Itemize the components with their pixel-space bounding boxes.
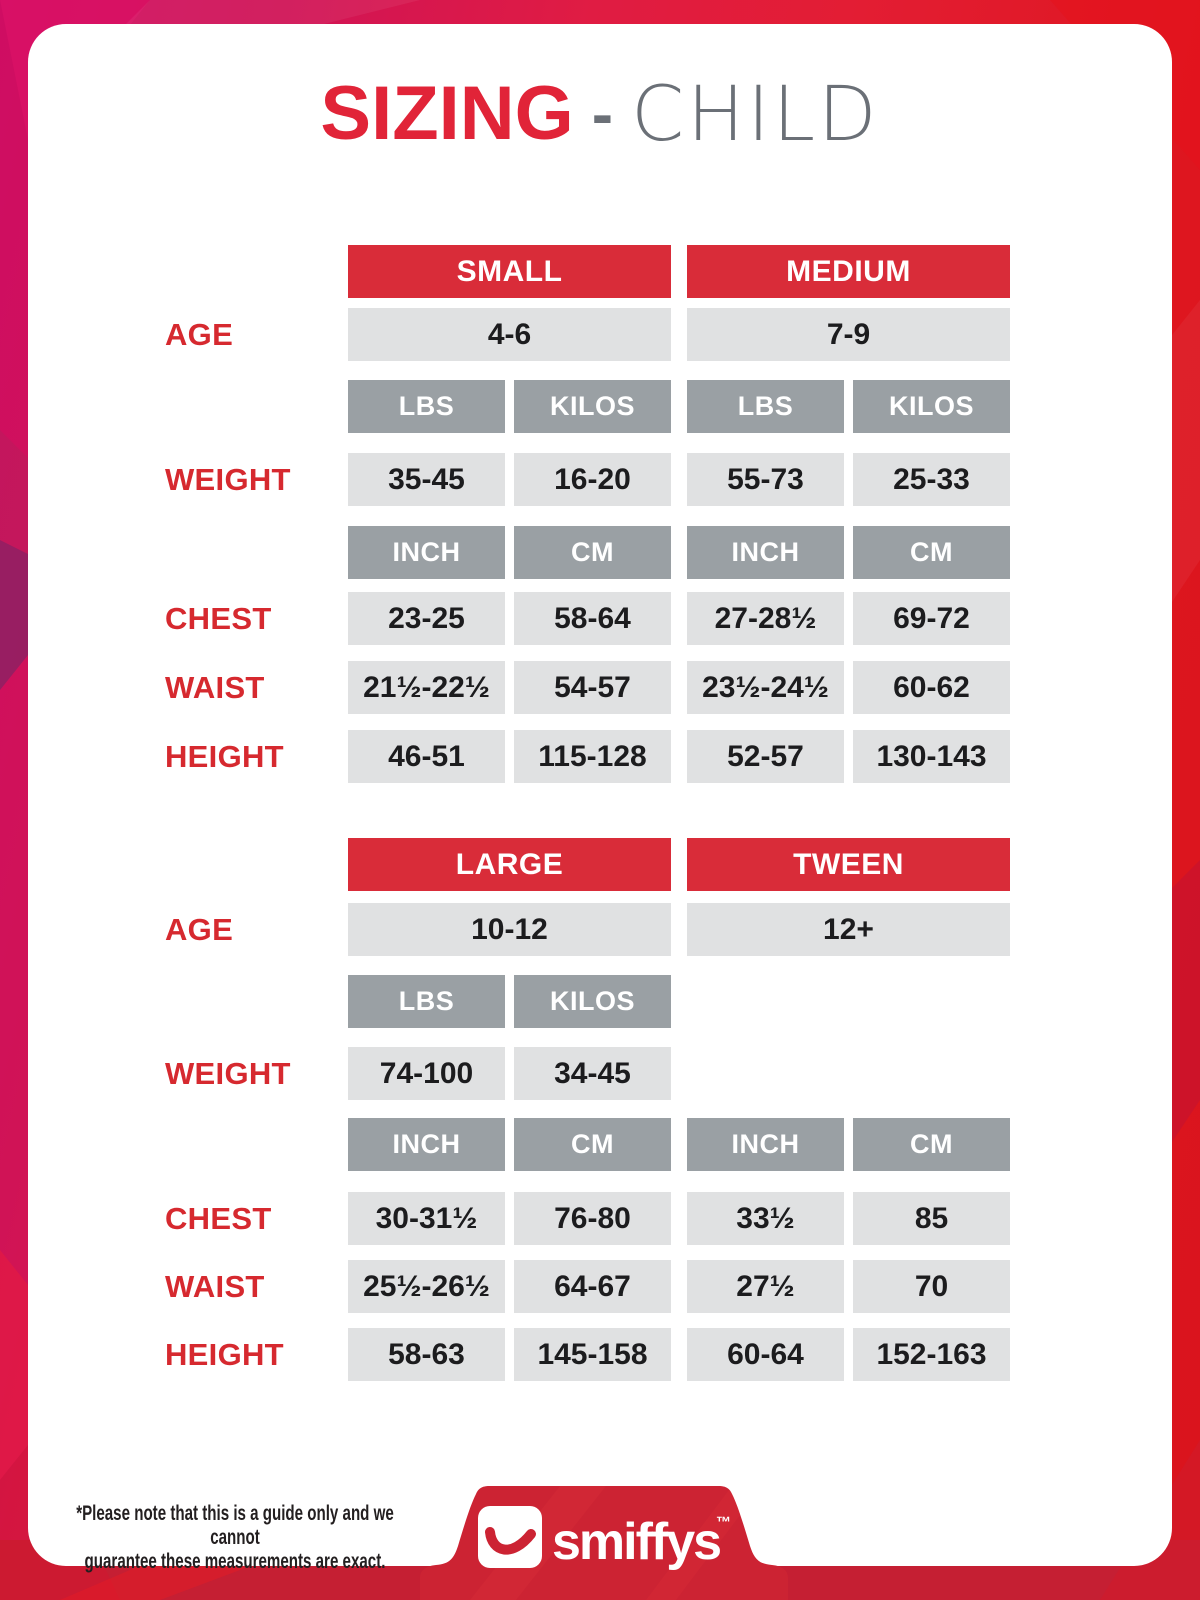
empty-label xyxy=(165,380,348,433)
unit-header-kilos: KILOS xyxy=(514,380,671,433)
height-value: 60-64 xyxy=(687,1328,844,1381)
height-value: 152-163 xyxy=(853,1328,1010,1381)
dimension-unit-header-row: INCH CM INCH CM xyxy=(165,526,1010,579)
empty-label xyxy=(165,526,348,579)
chest-value: 85 xyxy=(853,1192,1010,1245)
empty-label xyxy=(165,1118,348,1171)
chest-row: CHEST 30-31½ 76-80 33½ 85 xyxy=(165,1192,1010,1245)
size-header-small: SMALL xyxy=(348,245,671,298)
height-value: 145-158 xyxy=(514,1328,671,1381)
height-value: 52-57 xyxy=(687,730,844,783)
weight-value: 35-45 xyxy=(348,453,505,506)
unit-header-inch: INCH xyxy=(348,1118,505,1171)
height-value: 46-51 xyxy=(348,730,505,783)
unit-header-cm: CM xyxy=(853,1118,1010,1171)
weight-unit-header-row: LBS KILOS LBS KILOS xyxy=(165,380,1010,433)
chest-value: 30-31½ xyxy=(348,1192,505,1245)
trademark-symbol: ™ xyxy=(716,1514,731,1531)
size-table-large-tween: LARGE TWEEN AGE 10-12 12+ LBS KILOS WEIG… xyxy=(165,838,1010,1381)
smiffys-logo-tab xyxy=(420,1486,788,1600)
unit-header-lbs: LBS xyxy=(687,380,844,433)
age-label: AGE xyxy=(165,316,234,352)
weight-value: 34-45 xyxy=(514,1047,671,1100)
title-sizing: SIZING xyxy=(320,71,574,156)
page-title: SIZING - CHILD xyxy=(28,69,1172,159)
disclaimer-note: *Please note that this is a guide only a… xyxy=(66,1502,404,1574)
waist-value: 54-57 xyxy=(514,661,671,714)
unit-header-cm: CM xyxy=(853,526,1010,579)
unit-header-kilos: KILOS xyxy=(514,975,671,1028)
chest-value: 33½ xyxy=(687,1192,844,1245)
weight-value: 25-33 xyxy=(853,453,1010,506)
chest-label: CHEST xyxy=(165,1200,272,1236)
weight-value: 74-100 xyxy=(348,1047,505,1100)
age-value: 7-9 xyxy=(687,308,1010,361)
weight-value: 55-73 xyxy=(687,453,844,506)
age-value: 10-12 xyxy=(348,903,671,956)
age-label: AGE xyxy=(165,911,234,947)
chest-value: 27-28½ xyxy=(687,592,844,645)
size-header-row: LARGE TWEEN xyxy=(165,838,1010,891)
age-value: 12+ xyxy=(687,903,1010,956)
chest-label: CHEST xyxy=(165,600,272,636)
age-row: AGE 10-12 12+ xyxy=(165,903,1010,956)
waist-row: WAIST 25½-26½ 64-67 27½ 70 xyxy=(165,1260,1010,1313)
height-value: 130-143 xyxy=(853,730,1010,783)
waist-row: WAIST 21½-22½ 54-57 23½-24½ 60-62 xyxy=(165,661,1010,714)
waist-label: WAIST xyxy=(165,669,265,705)
disclaimer-line-1: *Please note that this is a guide only a… xyxy=(76,1502,394,1550)
waist-value: 27½ xyxy=(687,1260,844,1313)
waist-value: 60-62 xyxy=(853,661,1010,714)
unit-header-inch: INCH xyxy=(348,526,505,579)
unit-header-inch: INCH xyxy=(687,526,844,579)
waist-label: WAIST xyxy=(165,1268,265,1304)
smiffys-wordmark: smiffys xyxy=(552,1513,722,1571)
size-header-large: LARGE xyxy=(348,838,671,891)
size-header-row: SMALL MEDIUM xyxy=(165,245,1010,298)
weight-value: 16-20 xyxy=(514,453,671,506)
empty-label xyxy=(165,245,348,298)
weight-label: WEIGHT xyxy=(165,1055,291,1091)
unit-header-cm: CM xyxy=(514,526,671,579)
height-label: HEIGHT xyxy=(165,738,284,774)
empty-label xyxy=(165,975,348,1028)
empty-label xyxy=(165,838,348,891)
chest-value: 76-80 xyxy=(514,1192,671,1245)
waist-value: 23½-24½ xyxy=(687,661,844,714)
waist-value: 21½-22½ xyxy=(348,661,505,714)
height-label: HEIGHT xyxy=(165,1336,284,1372)
unit-header-inch: INCH xyxy=(687,1118,844,1171)
title-separator: - xyxy=(591,78,614,150)
chest-row: CHEST 23-25 58-64 27-28½ 69-72 xyxy=(165,592,1010,645)
size-table-small-medium: SMALL MEDIUM AGE 4-6 7-9 LBS KILOS LBS K… xyxy=(165,245,1010,783)
height-value: 115-128 xyxy=(514,730,671,783)
weight-row: WEIGHT 35-45 16-20 55-73 25-33 xyxy=(165,453,1010,506)
weight-label: WEIGHT xyxy=(165,461,291,497)
height-row: HEIGHT 46-51 115-128 52-57 130-143 xyxy=(165,730,1010,783)
waist-value: 64-67 xyxy=(514,1260,671,1313)
size-header-tween: TWEEN xyxy=(687,838,1010,891)
chest-value: 69-72 xyxy=(853,592,1010,645)
unit-header-lbs: LBS xyxy=(348,380,505,433)
smiley-icon xyxy=(478,1506,542,1568)
dimension-unit-header-row: INCH CM INCH CM xyxy=(165,1118,1010,1171)
chest-value: 58-64 xyxy=(514,592,671,645)
waist-value: 70 xyxy=(853,1260,1010,1313)
size-header-medium: MEDIUM xyxy=(687,245,1010,298)
chest-value: 23-25 xyxy=(348,592,505,645)
title-child: CHILD xyxy=(631,69,880,158)
unit-header-cm: CM xyxy=(514,1118,671,1171)
height-row: HEIGHT 58-63 145-158 60-64 152-163 xyxy=(165,1328,1010,1381)
waist-value: 25½-26½ xyxy=(348,1260,505,1313)
unit-header-kilos: KILOS xyxy=(853,380,1010,433)
unit-header-lbs: LBS xyxy=(348,975,505,1028)
disclaimer-line-2: guarantee these measurements are exact. xyxy=(84,1550,386,1574)
weight-row: WEIGHT 74-100 34-45 xyxy=(165,1047,1010,1100)
weight-unit-header-row: LBS KILOS xyxy=(165,975,1010,1028)
age-row: AGE 4-6 7-9 xyxy=(165,308,1010,361)
height-value: 58-63 xyxy=(348,1328,505,1381)
smile-mouth-icon xyxy=(485,1527,536,1555)
age-value: 4-6 xyxy=(348,308,671,361)
